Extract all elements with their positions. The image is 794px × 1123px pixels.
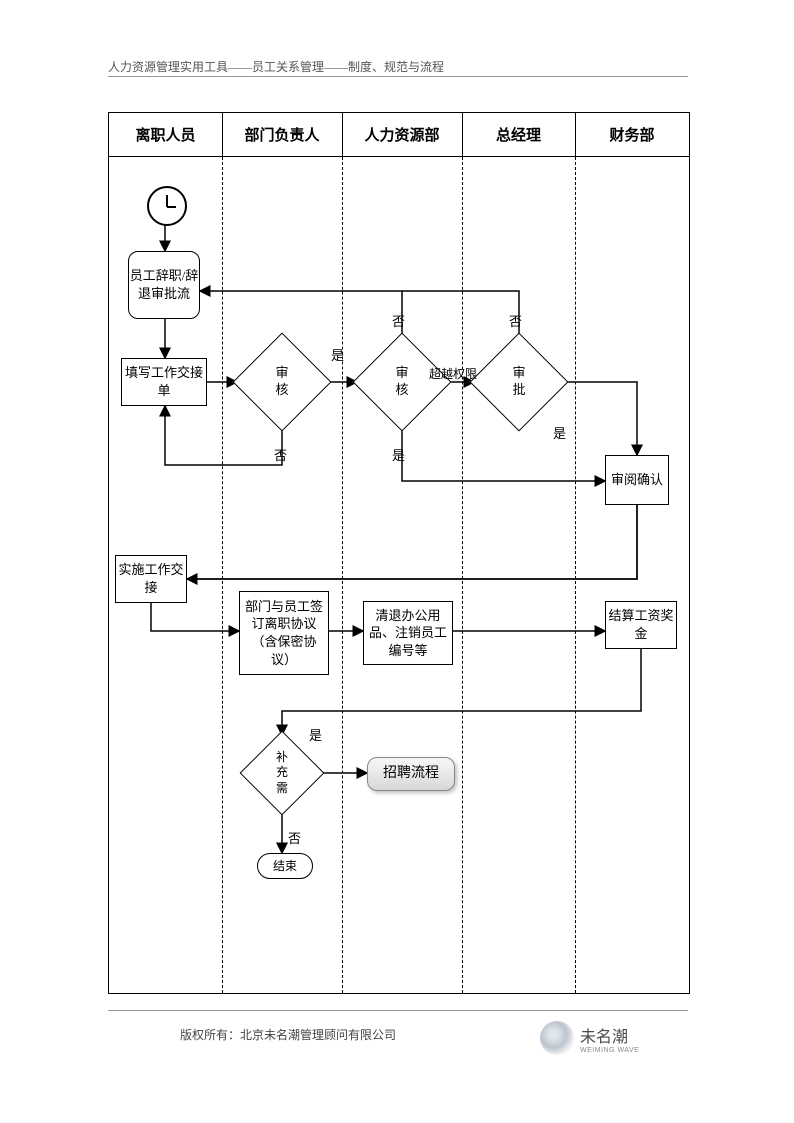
node-settle-pay: 结算工资奖金 [605,601,677,649]
flow-edges [109,113,689,993]
node-clear-items: 清退办公用品、注销员工编号等 [363,601,453,665]
edge-label-yes: 是 [553,423,566,442]
node-review-hr: 审核 [367,347,437,417]
lane-header-hr: 人力资源部 [342,113,462,157]
edge-label-yes: 是 [331,345,344,364]
lane-divider [342,157,343,993]
footer-logo: 未名潮 WEIMING WAVE [540,1018,690,1058]
footer-rule [108,1010,688,1011]
node-need-supplement: 补充需 [252,743,312,803]
lane-header-gm: 总经理 [462,113,575,157]
logo-text-en: WEIMING WAVE [580,1047,639,1054]
node-recruitment-process: 招聘流程 [367,757,455,791]
node-fill-handover-form: 填写工作交接单 [121,358,207,406]
lane-divider [462,113,463,157]
lane-divider [222,113,223,157]
edge-label-no: 否 [274,445,287,464]
logo-swirl-icon [540,1021,574,1055]
node-end: 结束 [257,853,313,879]
edge-label-no: 否 [288,828,301,847]
node-approve-gm: 审批 [484,347,554,417]
lane-header-departing: 离职人员 [109,113,222,157]
edge-label-no: 否 [509,311,522,330]
node-review-confirm: 审阅确认 [605,455,669,505]
lane-divider [222,157,223,993]
lane-divider [342,113,343,157]
lane-header-finance: 财务部 [575,113,689,157]
edge-label-no: 否 [392,311,405,330]
swimlane-diagram: 离职人员 部门负责人 人力资源部 总经理 财务部 [108,112,690,994]
edge-label-exceed-authority: 超越权限 [429,365,477,382]
edge-label-yes: 是 [392,445,405,464]
lane-header-dept-head: 部门负责人 [222,113,342,157]
node-approve-gm-label: 审批 [484,347,554,417]
node-review-dept-label: 审核 [247,347,317,417]
node-resign-approval-flow: 员工辞职/辞退审批流 [128,251,200,319]
edge-label-yes: 是 [309,725,322,744]
node-review-dept: 审核 [247,347,317,417]
footer-copyright: 版权所有：北京未名潮管理顾问有限公司 [180,1026,396,1043]
node-need-supplement-label: 补充需 [252,743,312,803]
lane-divider [575,157,576,993]
lane-divider [575,113,576,157]
clock-icon [147,186,187,226]
header-rule [108,76,688,77]
node-do-handover: 实施工作交接 [115,555,187,603]
lane-divider [462,157,463,993]
logo-text-cn: 未名潮 [580,1023,639,1047]
node-review-hr-label: 审核 [367,347,437,417]
page-breadcrumb: 人力资源管理实用工具——员工关系管理——制度、规范与流程 [108,58,444,75]
node-sign-agreement: 部门与员工签订离职协议（含保密协议） [239,591,329,675]
